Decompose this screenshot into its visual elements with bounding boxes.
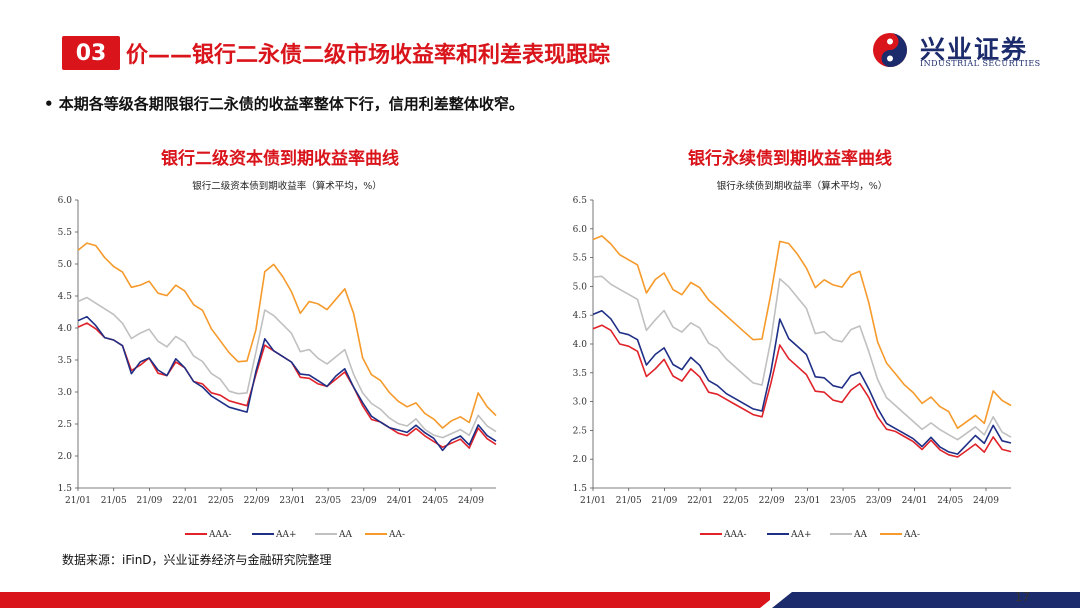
x-tick-label: 23/09	[866, 496, 892, 506]
y-tick-label: 3.5	[58, 356, 73, 366]
y-tick-label: 2.0	[58, 452, 73, 462]
x-tick-label: 21/01	[65, 496, 91, 506]
x-tick-label: 23/01	[279, 496, 305, 506]
legend-label: AAA-	[208, 530, 232, 540]
y-tick-label: 4.5	[58, 292, 73, 302]
x-tick-label: 22/05	[723, 496, 749, 506]
summary-bullet: • 本期各等级各期限银行二永债的收益率整体下行，信用利差整体收窄。	[44, 95, 524, 113]
x-tick-label: 22/01	[687, 496, 713, 506]
logo-text-en: INDUSTRIAL SECURITIES	[920, 59, 1041, 68]
x-tick-label: 24/05	[937, 496, 963, 506]
legend-label: AA-	[388, 530, 405, 540]
data-source: 数据来源：iFinD，兴业证券经济与金融研究院整理	[62, 553, 332, 567]
x-tick-label: 24/09	[973, 496, 999, 506]
x-tick-label: 24/05	[422, 496, 448, 506]
chart-heading-tier2: 银行二级资本债到期收益率曲线	[161, 149, 399, 169]
chart-heading-perpetual: 银行永续债到期收益率曲线	[688, 149, 892, 169]
y-tick-label: 4.0	[58, 324, 73, 334]
perpetual-yield-chart: 银行永续债到期收益率（算术平均，%） 1.5 2.0 2.5 3.0 3.5 4.0 4.5 5…	[573, 180, 1012, 540]
y-tick-label: 4.5	[573, 311, 588, 321]
x-tick-label: 21/09	[651, 496, 677, 506]
legend-label: AA	[338, 530, 352, 540]
company-logo: 兴业证券 INDUSTRIAL SECURITIES	[870, 28, 1060, 72]
y-tick-label: 5.5	[58, 228, 73, 238]
chart-title: 银行二级资本债到期收益率（算术平均，%）	[192, 180, 382, 192]
series-line-aaminus	[77, 242, 497, 429]
series-line-aa	[77, 296, 497, 439]
series-line-aaaminus	[592, 324, 1012, 458]
y-tick-label: 5.0	[573, 282, 588, 292]
y-tick-label: 6.5	[573, 196, 588, 206]
x-tick-label: 24/09	[458, 496, 484, 506]
slide-header: 03 价——银行二永债二级市场收益率和利差表现跟踪	[62, 36, 610, 70]
series-line-aaplus	[592, 310, 1012, 455]
series-line-aaplus	[77, 315, 497, 452]
x-tick-label: 22/09	[244, 496, 270, 506]
chart-title: 银行永续债到期收益率（算术平均，%）	[717, 180, 888, 192]
x-tick-label: 24/01	[387, 496, 413, 506]
x-tick-label: 22/01	[172, 496, 198, 506]
x-tick-label: 23/09	[351, 496, 377, 506]
y-tick-label: 2.5	[573, 426, 588, 436]
y-tick-label: 3.0	[58, 388, 73, 398]
legend-label: AA	[853, 530, 867, 540]
page-title: 价——银行二永债二级市场收益率和利差表现跟踪	[126, 43, 611, 68]
y-tick-label: 5.5	[573, 254, 588, 264]
y-tick-label: 3.5	[573, 369, 588, 379]
legend-label: AAA-	[723, 530, 747, 540]
y-tick-label: 5.0	[58, 260, 73, 270]
x-tick-label: 21/01	[580, 496, 606, 506]
x-tick-label: 23/05	[830, 496, 856, 506]
legend-label: AA+	[275, 530, 297, 540]
logo-mark-icon	[873, 33, 907, 67]
page-number: 17	[1014, 590, 1030, 604]
x-tick-label: 22/09	[759, 496, 785, 506]
series-line-aa	[592, 275, 1012, 441]
y-tick-label: 2.0	[573, 455, 588, 465]
x-tick-label: 21/09	[136, 496, 162, 506]
y-tick-label: 1.5	[573, 484, 588, 494]
legend-label: AA+	[790, 530, 812, 540]
section-badge: 03	[62, 36, 120, 70]
series-line-aaminus	[592, 235, 1012, 429]
y-tick-label: 3.0	[573, 398, 588, 408]
x-tick-label: 23/05	[315, 496, 341, 506]
logo-text-cn: 兴业证券	[920, 35, 1029, 64]
x-tick-label: 23/01	[794, 496, 820, 506]
legend-label: AA-	[903, 530, 920, 540]
series-line-aaaminus	[77, 322, 497, 449]
x-tick-label: 21/05	[101, 496, 127, 506]
y-tick-label: 1.5	[58, 484, 73, 494]
y-tick-label: 6.0	[58, 196, 73, 206]
y-tick-label: 4.0	[573, 340, 588, 350]
x-tick-label: 24/01	[902, 496, 928, 506]
footer-bar	[0, 592, 1080, 608]
x-tick-label: 21/05	[616, 496, 642, 506]
x-tick-label: 22/05	[208, 496, 234, 506]
tier2-yield-chart: 银行二级资本债到期收益率（算术平均，%） 1.5 2.0 2.5 3.0 3.5 4.0 4.…	[58, 180, 497, 540]
y-tick-label: 2.5	[58, 420, 73, 430]
y-tick-label: 6.0	[573, 225, 588, 235]
